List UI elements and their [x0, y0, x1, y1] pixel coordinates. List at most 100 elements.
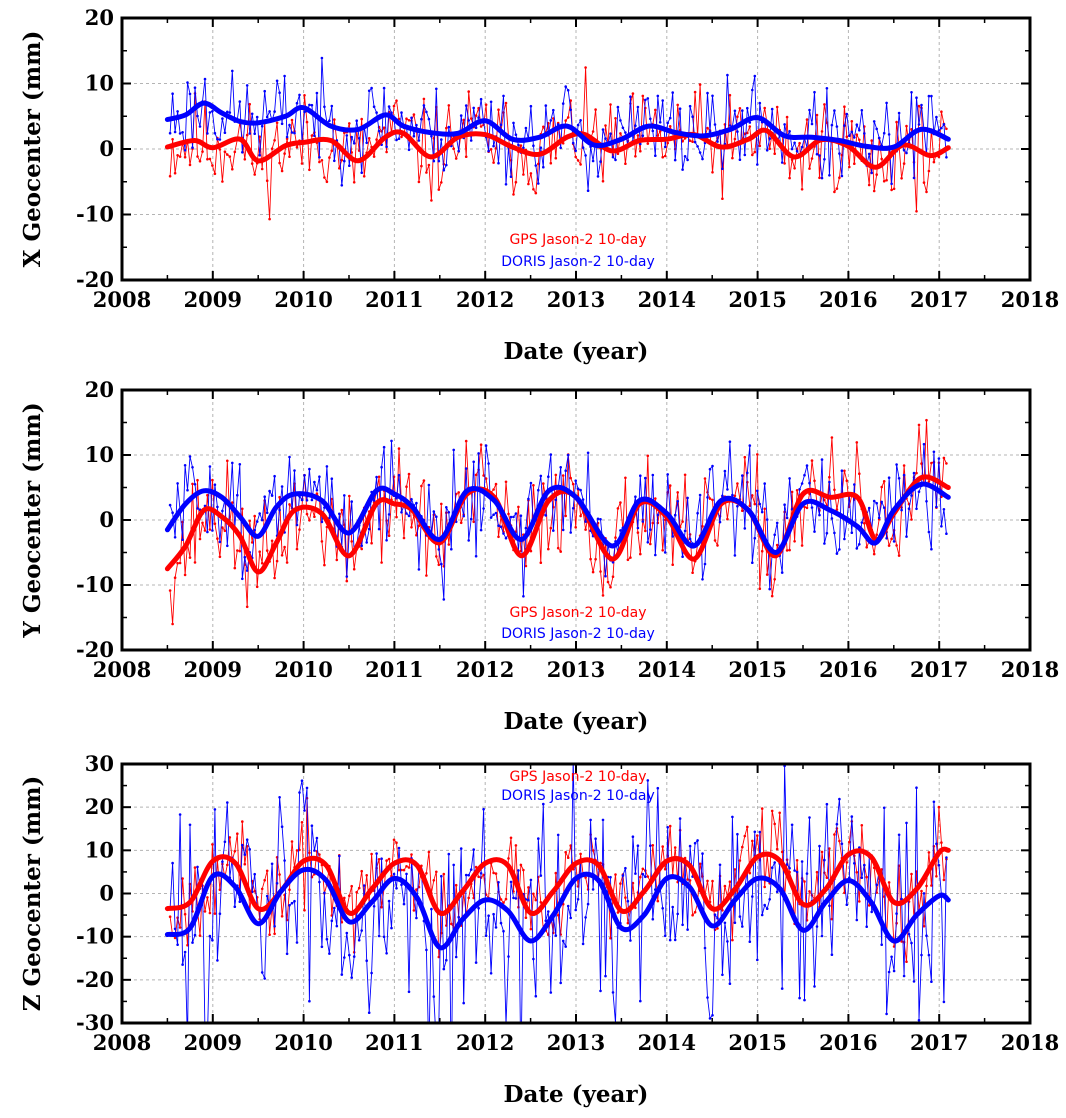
- gps-data-point: [591, 130, 595, 133]
- gps-data-point: [763, 885, 766, 889]
- doris-data-point: [716, 917, 719, 920]
- gps-data-point: [253, 173, 256, 176]
- doris-data-point: [238, 100, 242, 103]
- gps-data-point: [639, 552, 642, 556]
- plot-area: [164, 418, 951, 626]
- gps-data-point: [763, 507, 766, 511]
- doris-data-point: [566, 904, 570, 908]
- gps-data-point: [454, 883, 458, 887]
- x-tick-label: 2017: [910, 657, 968, 682]
- gps-data-point: [556, 546, 560, 550]
- doris-data-point: [370, 971, 373, 975]
- gps-data-point: [176, 561, 179, 565]
- gps-data-point: [579, 163, 582, 166]
- doris-data-point: [452, 448, 456, 452]
- gps-data-point: [564, 514, 567, 518]
- doris-data-point: [584, 154, 587, 157]
- gps-data-point: [865, 546, 868, 549]
- gps-data-point: [253, 514, 256, 518]
- gps-data-point: [614, 536, 617, 539]
- gps-data-point: [397, 868, 401, 872]
- doris-data-point: [920, 103, 923, 107]
- gps-data-point: [875, 533, 878, 536]
- gps-data-point: [867, 904, 871, 907]
- doris-data-point: [226, 110, 229, 114]
- doris-data-point: [756, 958, 759, 962]
- gps-data-point: [305, 120, 309, 124]
- gps-data-point: [731, 938, 734, 942]
- doris-data-point: [902, 473, 906, 477]
- gps-data-point: [255, 585, 259, 589]
- doris-data-point: [599, 160, 602, 163]
- doris-data-point: [556, 833, 560, 837]
- doris-data-point: [569, 531, 572, 534]
- doris-data-point: [492, 513, 495, 516]
- doris-data-point: [193, 483, 197, 486]
- gps-data-point: [278, 161, 281, 165]
- doris-data-point: [218, 912, 222, 915]
- gps-data-point: [733, 137, 737, 141]
- gps-data-point: [245, 605, 249, 609]
- gps-data-point: [818, 176, 821, 180]
- doris-data-point: [273, 925, 276, 928]
- gps-data-point: [703, 477, 707, 480]
- doris-data-point: [188, 455, 192, 458]
- doris-data-point: [584, 916, 587, 919]
- doris-data-point: [422, 104, 426, 107]
- gps-data-point: [524, 916, 528, 919]
- doris-data-point: [226, 544, 229, 548]
- gps-data-point: [768, 147, 771, 150]
- doris-data-point: [552, 529, 555, 532]
- doris-data-point: [385, 952, 388, 955]
- gps-data-point: [176, 154, 179, 157]
- gps-data-point: [549, 161, 553, 165]
- doris-data-point: [243, 853, 247, 856]
- doris-data-point: [631, 835, 635, 838]
- doris-data-point: [586, 451, 590, 455]
- gps-data-point: [915, 210, 918, 213]
- gps-data-point: [437, 955, 441, 959]
- gps-data-point: [937, 805, 941, 809]
- doris-data-point: [649, 117, 652, 121]
- doris-data-point: [596, 175, 600, 178]
- doris-data-point: [940, 525, 943, 528]
- gps-data-point: [594, 557, 597, 561]
- doris-data-point: [318, 475, 321, 479]
- doris-data-point: [288, 904, 291, 907]
- doris-data-point: [183, 464, 187, 467]
- doris-data-point: [181, 963, 184, 966]
- doris-data-point: [472, 848, 476, 851]
- x-tick-label: 2018: [1001, 287, 1059, 312]
- doris-data-point: [206, 132, 209, 135]
- gps-data-point: [539, 901, 543, 904]
- doris-data-point: [308, 103, 311, 107]
- doris-data-point: [223, 131, 227, 134]
- gps-data-point: [800, 188, 804, 191]
- gps-data-point: [308, 519, 311, 522]
- gps-data-point: [902, 162, 906, 165]
- gps-data-point: [668, 484, 672, 487]
- doris-data-point: [539, 146, 543, 149]
- doris-data-point: [882, 506, 886, 510]
- gps-data-point: [835, 508, 839, 511]
- doris-data-point: [586, 902, 590, 906]
- gps-data-point: [402, 536, 406, 540]
- doris-data-point: [365, 541, 369, 544]
- doris-data-point: [818, 844, 821, 848]
- gps-data-point: [810, 157, 814, 160]
- doris-data-point: [853, 862, 856, 865]
- doris-data-point: [514, 897, 518, 900]
- doris-data-point: [193, 86, 197, 89]
- gps-data-point: [591, 849, 595, 852]
- doris-data-point: [783, 123, 786, 126]
- doris-data-point: [716, 140, 719, 143]
- doris-data-point: [746, 106, 749, 110]
- gps-data-point: [706, 126, 709, 130]
- doris-data-point: [768, 587, 771, 591]
- doris-data-point: [537, 488, 540, 492]
- gps-data-point: [263, 878, 267, 882]
- doris-data-point: [196, 865, 199, 869]
- doris-data-point: [942, 123, 946, 126]
- gps-data-point: [775, 847, 779, 851]
- doris-data-point: [415, 501, 418, 505]
